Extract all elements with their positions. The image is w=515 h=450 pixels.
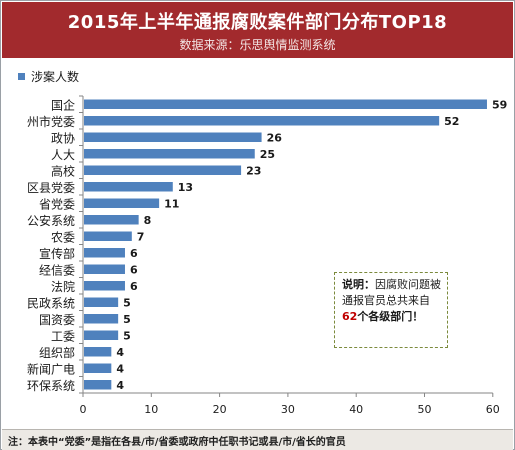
x-tick-label: 10 [144, 403, 158, 416]
data-label: 23 [246, 164, 261, 177]
bar [84, 248, 125, 258]
data-label: 4 [116, 379, 124, 392]
data-label: 5 [123, 296, 131, 309]
bar [84, 264, 125, 274]
category-label: 法院 [51, 280, 75, 294]
bar [84, 231, 132, 241]
data-label: 26 [267, 131, 283, 144]
bar [84, 165, 242, 175]
bar [84, 99, 487, 109]
bar [84, 215, 139, 225]
category-label: 国资委 [39, 313, 75, 327]
category-label: 省党委 [39, 196, 75, 211]
category-label: 州市党委 [27, 114, 75, 129]
data-label: 6 [130, 280, 138, 293]
category-label: 新闻广电 [27, 361, 75, 376]
data-label: 4 [116, 346, 124, 359]
x-tick-label: 0 [80, 403, 87, 416]
chart-subtitle: 数据来源：乐思舆情监测系统 [179, 38, 336, 52]
category-label: 环保系统 [27, 379, 75, 393]
category-label: 工委 [51, 329, 75, 343]
data-label: 5 [123, 329, 131, 342]
data-label: 11 [164, 197, 179, 210]
category-label: 人大 [51, 148, 75, 162]
bar [84, 149, 255, 159]
bar [84, 363, 112, 373]
title-banner: 2015年上半年通报腐败案件部门分布TOP18 数据来源：乐思舆情监测系统 [2, 2, 513, 58]
data-label: 6 [130, 247, 138, 260]
bar [84, 314, 119, 324]
category-label: 农委 [51, 230, 75, 244]
bar [84, 297, 119, 307]
category-label: 高校 [51, 163, 75, 178]
bar-chart: 0 10 20 30 40 50 60 59 国企 52 州市党委 26 政协 25 人大 23 高校 13 区县党… [18, 69, 507, 416]
x-tick-label: 20 [213, 403, 227, 416]
data-label: 7 [137, 230, 145, 243]
bar [84, 116, 440, 126]
bar [84, 132, 262, 142]
data-label: 25 [260, 148, 275, 161]
note-text-after: 个各级部门！ [357, 310, 424, 323]
category-label: 政协 [51, 130, 75, 145]
category-label: 公安系统 [27, 213, 75, 228]
category-label: 区县党委 [27, 180, 75, 195]
category-label: 国企 [51, 97, 75, 112]
category-label: 经信委 [39, 263, 75, 277]
x-tick-label: 30 [281, 403, 295, 416]
footer-bar: 注：本表中“党委”是指在各县/市/省委或政府中任职书记或县/市/省长的官员 [2, 429, 513, 450]
bar [84, 347, 112, 357]
legend-label: 涉案人数 [31, 69, 79, 84]
bar [84, 330, 119, 340]
x-tick-label: 40 [349, 403, 363, 416]
bar [84, 182, 173, 192]
note-text: 说明：因腐败问题被通报官员总共来自 62个各级部门！ [342, 277, 442, 325]
data-label: 59 [492, 98, 507, 111]
data-label: 13 [178, 181, 193, 194]
data-label: 8 [144, 214, 152, 227]
category-label: 宣传部 [39, 246, 75, 261]
data-label: 52 [444, 115, 459, 128]
category-label: 组织部 [39, 345, 75, 360]
bar [84, 281, 125, 291]
data-label: 6 [130, 263, 138, 276]
data-label: 5 [123, 313, 131, 326]
note-label: 说明： [342, 278, 375, 291]
note-box: 说明：因腐败问题被通报官员总共来自 62个各级部门！ [334, 272, 448, 348]
data-label: 4 [116, 362, 124, 375]
x-tick-label: 50 [418, 403, 432, 416]
bar [84, 198, 160, 208]
note-count: 62 [342, 310, 358, 323]
note-text-before: 因腐败问题被通报官员总共来自 [342, 278, 441, 307]
chart-title: 2015年上半年通报腐败案件部门分布TOP18 [67, 12, 448, 33]
bar [84, 380, 112, 390]
legend-swatch [18, 73, 25, 80]
footnote: 注：本表中“党委”是指在各县/市/省委或政府中任职书记或县/市/省长的官员 [8, 437, 346, 448]
x-tick-label: 60 [486, 403, 500, 416]
category-label: 民政系统 [27, 296, 75, 310]
